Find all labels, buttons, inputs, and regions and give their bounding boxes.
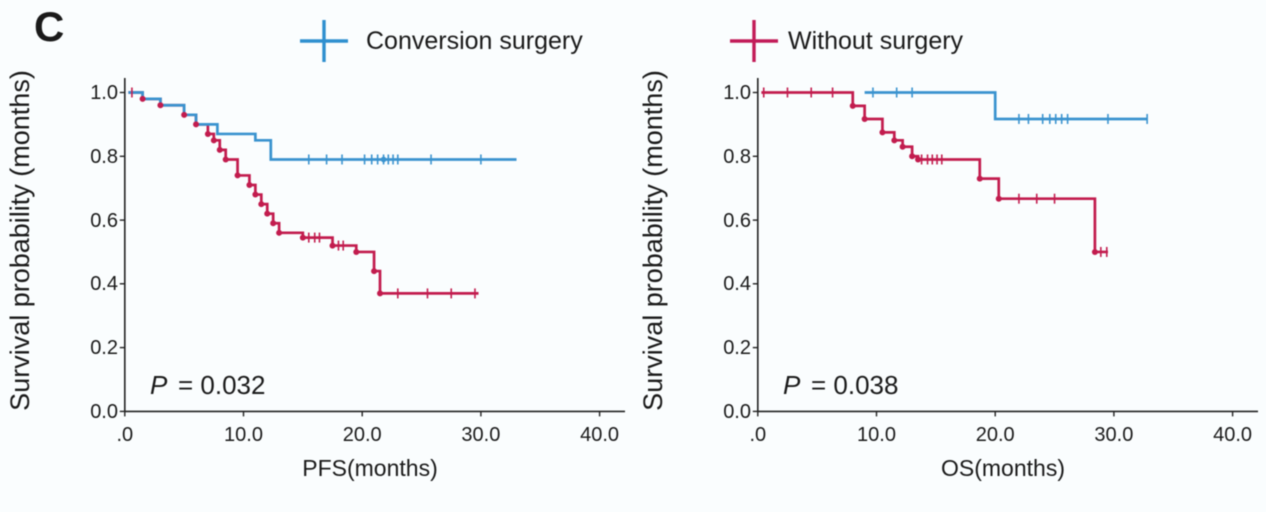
svg-text:= 0.032: = 0.032: [178, 370, 265, 400]
svg-text:0.2: 0.2: [723, 337, 751, 359]
svg-text:0.6: 0.6: [90, 210, 118, 232]
svg-text:40.0: 40.0: [1213, 424, 1252, 446]
svg-text:0.4: 0.4: [723, 273, 751, 295]
svg-text:= 0.038: = 0.038: [811, 370, 898, 400]
svg-text:40.0: 40.0: [580, 424, 619, 446]
svg-text:0.8: 0.8: [723, 146, 751, 168]
svg-text:20.0: 20.0: [343, 424, 382, 446]
svg-text:0.0: 0.0: [90, 401, 118, 423]
svg-text:30.0: 30.0: [1094, 424, 1133, 446]
svg-text:0.4: 0.4: [90, 273, 118, 295]
svg-text:30.0: 30.0: [461, 424, 500, 446]
svg-text:0.6: 0.6: [723, 210, 751, 232]
svg-text:1.0: 1.0: [90, 82, 118, 104]
svg-text:0.2: 0.2: [90, 337, 118, 359]
svg-text:.0: .0: [749, 424, 766, 446]
svg-text:.0: .0: [116, 424, 133, 446]
svg-text:10.0: 10.0: [857, 424, 896, 446]
svg-text:OS(months): OS(months): [941, 455, 1065, 481]
svg-text:0.8: 0.8: [90, 146, 118, 168]
svg-text:Without surgery: Without surgery: [788, 27, 964, 55]
svg-text:P: P: [783, 370, 801, 400]
svg-text:Conversion surgery: Conversion surgery: [366, 27, 583, 55]
svg-text:PFS(months): PFS(months): [302, 455, 437, 481]
svg-text:10.0: 10.0: [224, 424, 263, 446]
svg-text:P: P: [150, 370, 168, 400]
svg-text:20.0: 20.0: [976, 424, 1015, 446]
svg-text:0.0: 0.0: [723, 401, 751, 423]
svg-text:1.0: 1.0: [723, 82, 751, 104]
